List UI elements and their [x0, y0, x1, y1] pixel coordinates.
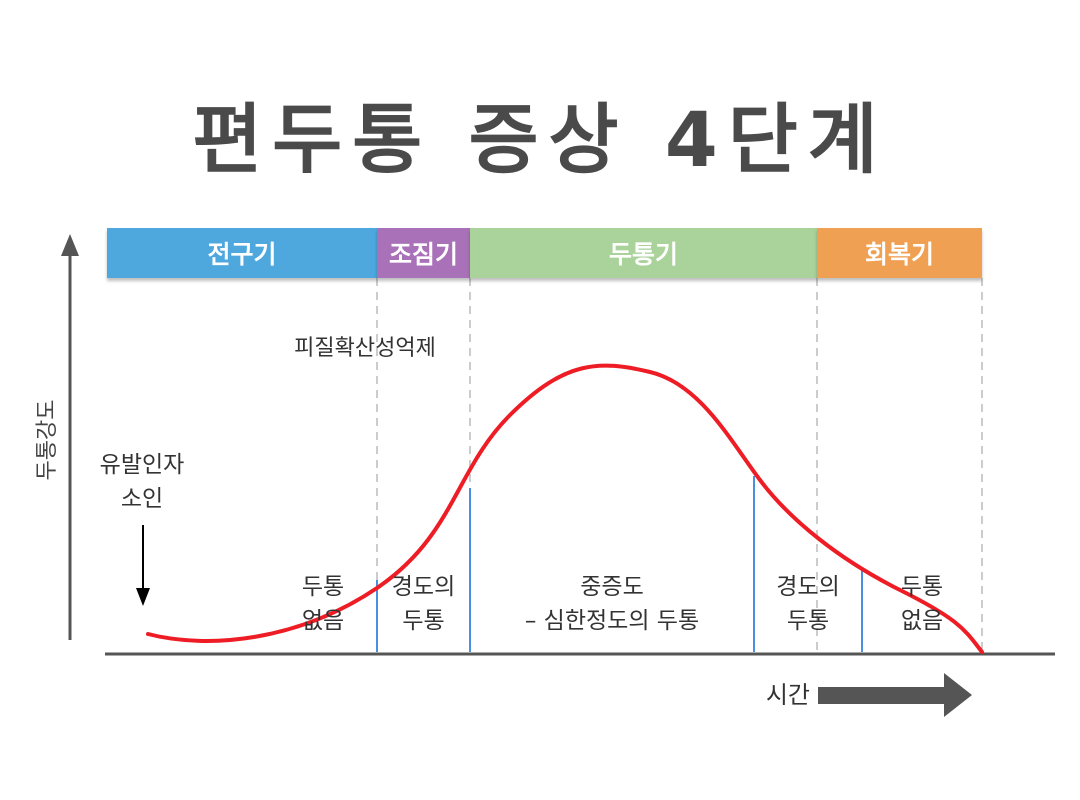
phase-headache: 두통기 — [470, 228, 817, 278]
stage-mild-headache-1: 경도의 두통 — [377, 570, 470, 638]
y-axis-label: 두통강도 — [35, 399, 60, 481]
cortical-spreading-depression-label: 피질확산성억제 — [294, 336, 436, 361]
stage-no-headache-1: 두통 없음 — [275, 570, 371, 638]
trigger-line-2: 소인 — [120, 486, 164, 512]
stage-line-2: – 심한정도의 두통 — [524, 608, 700, 634]
stage-line-1: 두통 — [301, 574, 345, 600]
trigger-line-1: 유발인자 — [99, 452, 185, 478]
stage-line-2: 없음 — [301, 608, 345, 634]
trigger-arrowhead — [136, 588, 150, 606]
stage-line-1: 경도의 — [391, 574, 456, 600]
phase-postdrome: 회복기 — [817, 228, 982, 278]
time-arrow-shaft — [818, 687, 946, 704]
stage-line-1: 두통 — [900, 574, 944, 600]
page-title: 편두통 증상 4단계 — [192, 95, 888, 184]
time-arrow-head — [944, 673, 972, 717]
stage-line-1: 경도의 — [776, 574, 840, 600]
x-axis-label: 시간 — [765, 681, 810, 709]
stage-line-2: 없음 — [900, 608, 944, 634]
trigger-factor-label: 유발인자 소인 — [82, 448, 202, 516]
stage-mild-headache-2: 경도의 두통 — [754, 570, 862, 638]
stage-line-2: 두통 — [402, 608, 445, 634]
stage-moderate-severe-headache: 중증도 – 심한정도의 두통 — [470, 570, 754, 638]
headache-intensity-curve — [146, 363, 984, 654]
y-axis-arrowhead — [61, 234, 79, 256]
stage-no-headache-2: 두통 없음 — [862, 570, 982, 638]
phase-prodrome: 전구기 — [107, 228, 377, 278]
phase-aura: 조짐기 — [377, 228, 470, 278]
stage-line-2: 두통 — [786, 608, 830, 634]
stage-line-1: 중증도 — [580, 574, 644, 600]
